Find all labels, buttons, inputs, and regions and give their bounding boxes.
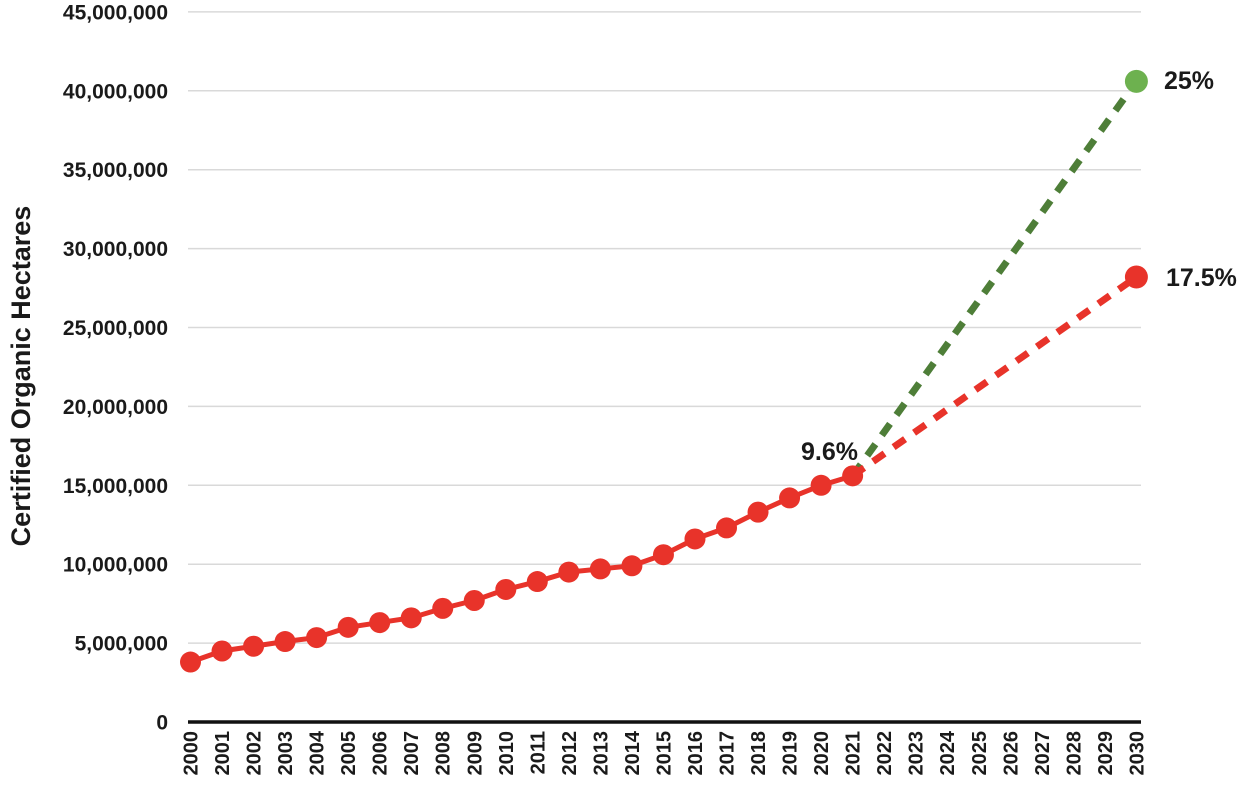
series-line xyxy=(849,79,1140,478)
data-point xyxy=(716,517,738,539)
x-tick-label: 2014 xyxy=(622,730,644,775)
y-tick-label: 20,000,000 xyxy=(63,396,168,419)
series-layer xyxy=(180,69,1148,673)
data-point xyxy=(589,558,611,580)
y-tick-label: 10,000,000 xyxy=(63,554,168,577)
y-tick-label: 15,000,000 xyxy=(63,475,168,498)
label-green-projection: 25% xyxy=(1164,67,1214,95)
x-tick-label: 2008 xyxy=(433,731,455,776)
x-tick-label: 2016 xyxy=(685,731,707,776)
y-axis-title: Certified Organic Hectares xyxy=(6,206,36,547)
label-red-projection: 17.5% xyxy=(1166,264,1237,292)
annotation-current-share: 9.6% xyxy=(801,438,858,466)
data-point xyxy=(306,627,328,649)
gridlines xyxy=(188,11,1141,644)
data-point xyxy=(432,597,454,619)
series-line xyxy=(189,473,854,665)
data-point xyxy=(747,501,769,523)
y-tick-label: 5,000,000 xyxy=(75,633,168,656)
x-tick-label: 2022 xyxy=(874,731,896,776)
x-tick-label: 2007 xyxy=(401,731,423,776)
y-tick-label: 0 xyxy=(156,712,168,735)
y-tick-label: 45,000,000 xyxy=(63,1,168,24)
x-tick-label: 2010 xyxy=(496,731,518,776)
x-axis-tick-labels: 2000 2001 2002 2003 2004 2005 2006 2007 2008 2009… xyxy=(181,730,1149,775)
data-point xyxy=(180,651,201,673)
x-tick-label: 2027 xyxy=(1032,731,1054,776)
x-tick-label: 2017 xyxy=(717,731,739,776)
x-tick-label: 2019 xyxy=(780,731,802,776)
x-tick-label: 2021 xyxy=(843,731,865,776)
projection-end-point xyxy=(1124,69,1148,93)
x-tick-label: 2030 xyxy=(1126,731,1148,776)
y-tick-label: 40,000,000 xyxy=(63,80,168,103)
data-point xyxy=(779,487,801,509)
x-tick-label: 2015 xyxy=(653,731,675,776)
data-point xyxy=(495,578,517,600)
x-tick-label: 2024 xyxy=(937,730,959,775)
y-tick-label: 30,000,000 xyxy=(63,238,168,261)
y-axis-tick-labels: 0 5,000,000 10,000,000 15,000,000 20,000,000… xyxy=(63,1,168,734)
projection-end-point xyxy=(1124,265,1148,289)
x-tick-label: 2009 xyxy=(464,731,486,776)
x-tick-label: 2028 xyxy=(1063,731,1085,776)
series-certified-organic-hectares-historical xyxy=(180,465,864,673)
x-tick-label: 2013 xyxy=(590,731,612,776)
data-point xyxy=(526,571,548,593)
x-tick-label: 2005 xyxy=(338,731,360,776)
x-tick-label: 2023 xyxy=(906,731,928,776)
data-point xyxy=(337,616,359,638)
data-point xyxy=(621,555,643,577)
data-point xyxy=(684,528,706,550)
x-tick-label: 2006 xyxy=(370,731,392,776)
data-point xyxy=(274,631,296,653)
x-tick-label: 2029 xyxy=(1095,731,1117,776)
x-tick-label: 2025 xyxy=(969,731,991,776)
x-tick-label: 2012 xyxy=(559,731,581,776)
data-point xyxy=(369,612,391,634)
x-tick-label: 2026 xyxy=(1000,731,1022,776)
data-point xyxy=(211,640,233,662)
x-tick-label: 2011 xyxy=(527,731,549,774)
x-tick-label: 2020 xyxy=(811,731,833,776)
data-point xyxy=(842,465,864,487)
x-tick-label: 2002 xyxy=(244,731,266,776)
data-point xyxy=(652,544,674,566)
data-point xyxy=(558,561,580,583)
data-point xyxy=(400,607,422,629)
series-projection-17-5-percent-trend xyxy=(850,265,1148,479)
x-tick-label: 2004 xyxy=(307,730,329,775)
x-tick-label: 2018 xyxy=(748,731,770,776)
x-tick-label: 2003 xyxy=(275,731,297,776)
series-line xyxy=(850,274,1139,479)
data-point xyxy=(463,589,485,611)
data-point xyxy=(810,474,832,496)
x-tick-label: 2000 xyxy=(181,731,203,776)
y-tick-label: 25,000,000 xyxy=(63,317,168,340)
y-tick-label: 35,000,000 xyxy=(63,159,168,182)
data-point xyxy=(243,635,265,657)
x-tick-label: 2001 xyxy=(212,731,234,776)
series-projection-25-percent-target xyxy=(849,69,1148,478)
